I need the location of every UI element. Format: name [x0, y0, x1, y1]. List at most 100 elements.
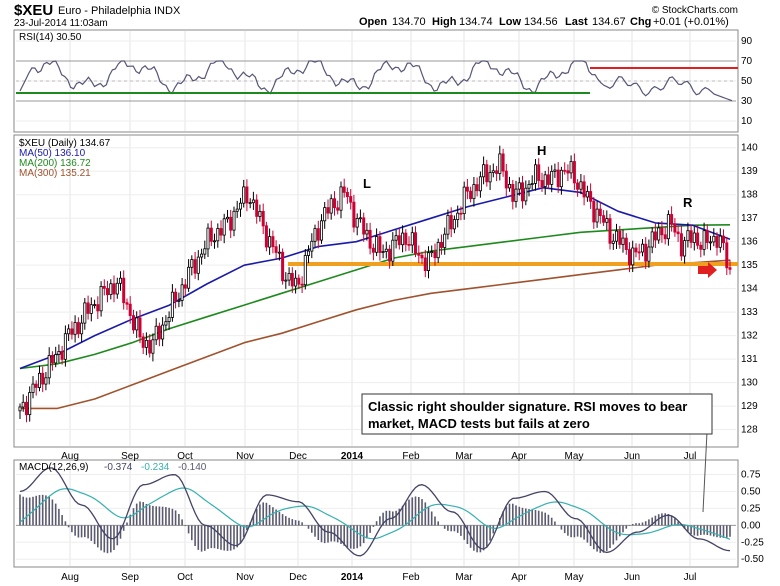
candle-body: [491, 170, 495, 173]
price-tick-label: 134: [741, 284, 758, 295]
macd-tick-label: 0.50: [741, 486, 761, 497]
candle-body: [546, 174, 550, 185]
candle-body: [611, 240, 615, 244]
candle-body: [410, 232, 414, 246]
candle-body: [430, 251, 434, 254]
candle-body: [660, 227, 664, 236]
candle-body: [167, 316, 171, 322]
candle-body: [579, 181, 583, 190]
month-label-macd: Jun: [624, 572, 640, 583]
price-tick-label: 128: [741, 425, 758, 436]
candle-body: [699, 244, 703, 250]
candle-body: [679, 233, 683, 257]
candle-body: [436, 241, 440, 259]
rsi-legend: RSI(14) 30.50: [19, 32, 82, 43]
candle-body: [475, 184, 479, 192]
candle-body: [248, 202, 252, 205]
month-label-price: Oct: [177, 451, 193, 462]
candle-body: [696, 232, 700, 246]
candle-body: [388, 248, 392, 262]
candle-body: [70, 328, 74, 335]
price-tick-label: 130: [741, 378, 758, 389]
low-value: 134.56: [524, 16, 558, 28]
red-arrow-icon: [698, 262, 717, 278]
candle-body: [258, 210, 262, 217]
candle-body: [339, 186, 343, 211]
price-tick-label: 132: [741, 331, 758, 342]
candle-body: [381, 251, 385, 253]
candle-body: [290, 272, 294, 287]
candle-body: [200, 253, 204, 258]
month-label-macd: Mar: [455, 572, 473, 583]
candle-body: [478, 176, 482, 192]
candle-body: [595, 208, 599, 223]
symbol: $XEU: [14, 2, 53, 19]
candle-body: [232, 210, 236, 231]
candle-body: [21, 401, 25, 408]
month-label-macd: Apr: [511, 572, 527, 583]
candle-body: [401, 232, 405, 246]
candle-body: [222, 218, 226, 236]
legend-ma50: MA(50) 136.10: [19, 148, 86, 159]
candle-body: [709, 241, 713, 244]
candle-body: [80, 322, 84, 335]
candle-body: [556, 169, 560, 188]
candle-body: [413, 232, 417, 254]
macd-tick-label: 0.00: [741, 520, 761, 531]
candle-body: [628, 249, 632, 266]
month-label-price: Aug: [61, 451, 79, 462]
candle-body: [336, 207, 340, 211]
candle-body: [96, 304, 100, 312]
candle-body: [397, 235, 401, 246]
candle-body: [161, 324, 165, 340]
candle-body: [712, 235, 716, 243]
candle-body: [352, 201, 356, 228]
month-label-price: Feb: [402, 451, 420, 462]
candle-body: [303, 255, 307, 286]
candle-body: [300, 283, 304, 286]
candle-body: [608, 218, 612, 244]
candle-body: [482, 164, 486, 178]
macd-legend-label: MACD(12,26,9): [19, 462, 88, 473]
rsi-tick-label: 50: [741, 76, 753, 87]
candle-body: [345, 191, 349, 197]
candle-body: [332, 198, 336, 209]
price-tick-label: 140: [741, 143, 758, 154]
signal-legend-value: -0.234: [141, 462, 170, 473]
price-tick-label: 135: [741, 260, 758, 271]
candle-body: [206, 227, 210, 250]
candle-body: [569, 161, 573, 174]
month-label-macd: Sep: [121, 572, 139, 583]
open-value: 134.70: [392, 16, 426, 28]
macd-tick-label: -0.25: [741, 537, 764, 548]
candle-body: [67, 328, 71, 335]
candle-body: [306, 250, 310, 256]
candle-body: [50, 354, 54, 364]
macd-legend: MACD(12,26,9) -0.374 -0.234 -0.140: [19, 462, 207, 473]
candle-body: [404, 232, 408, 245]
candle-body: [170, 291, 174, 318]
rsi-tick-label: 10: [741, 116, 753, 127]
rsi-tick-label: 90: [741, 36, 753, 47]
candle-body: [631, 247, 635, 266]
candle-body: [193, 259, 197, 274]
candle-body: [676, 231, 680, 235]
candle-body: [284, 279, 288, 282]
candle-body: [517, 182, 521, 190]
candle-body: [60, 350, 64, 360]
candle-body: [407, 243, 411, 246]
candle-body: [495, 170, 499, 174]
candle-body: [566, 170, 570, 174]
candle-body: [355, 217, 359, 228]
high-value: 134.74: [459, 16, 493, 28]
month-label-macd: Nov: [236, 572, 254, 583]
candle-body: [349, 196, 353, 203]
candle-body: [637, 251, 641, 254]
candle-body: [86, 302, 90, 314]
candle-body: [576, 182, 580, 190]
candle-body: [274, 246, 278, 253]
candle-body: [615, 230, 619, 242]
month-label-price: Jul: [684, 451, 697, 462]
macd-tick-label: 0.75: [741, 470, 761, 481]
price-tick-label: 139: [741, 166, 758, 177]
